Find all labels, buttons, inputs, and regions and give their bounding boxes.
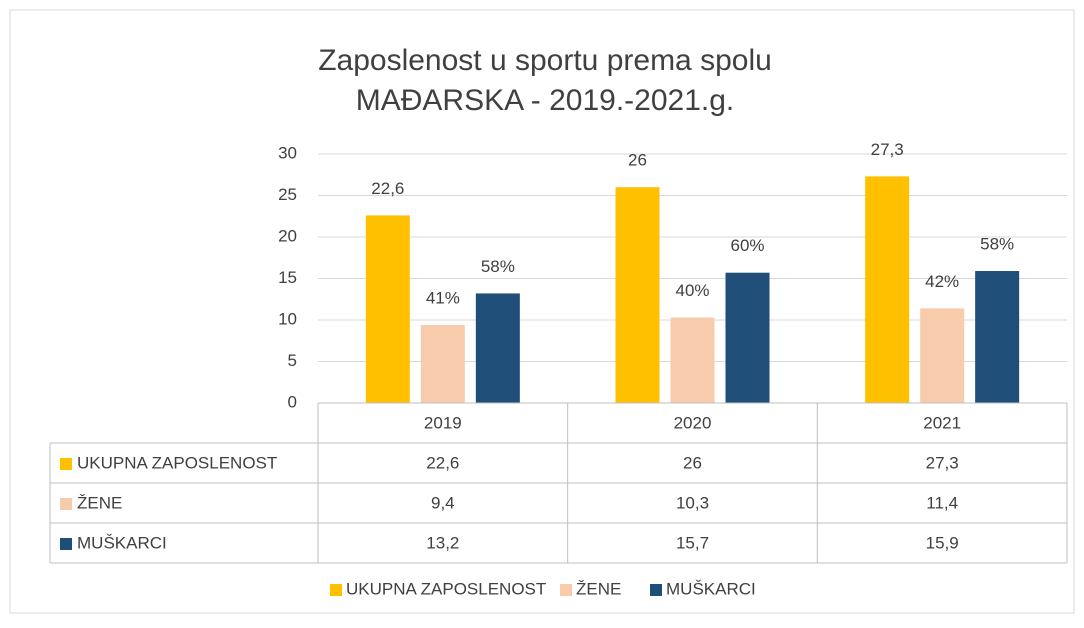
- legend-label: MUŠKARCI: [666, 579, 756, 598]
- table-cell: 11,4: [926, 493, 958, 512]
- data-label: 27,3: [871, 140, 904, 159]
- table-legend-key: [60, 458, 72, 470]
- x-tick-label: 2021: [923, 413, 961, 432]
- data-label: 58%: [481, 257, 515, 276]
- bar: [365, 215, 410, 403]
- bar: [865, 176, 910, 403]
- table-legend-key: [60, 498, 72, 510]
- legend-key: [650, 584, 662, 596]
- table-cell: 13,2: [426, 533, 459, 552]
- legend-key: [330, 584, 342, 596]
- data-label: 22,6: [371, 179, 404, 198]
- table-cell: 15,9: [926, 533, 959, 552]
- x-tick-label: 2020: [674, 413, 712, 432]
- y-tick-label: 25: [278, 185, 297, 204]
- data-label: 40%: [675, 281, 709, 300]
- data-label: 60%: [730, 236, 764, 255]
- data-label: 58%: [980, 235, 1014, 254]
- table-cell: 9,4: [431, 493, 455, 512]
- table-row-label: ŽENE: [77, 493, 122, 512]
- x-tick-label: 2019: [424, 413, 462, 432]
- y-tick-label: 0: [288, 392, 297, 411]
- legend-label: ŽENE: [576, 579, 621, 598]
- y-tick-label: 10: [278, 309, 297, 328]
- data-label: 41%: [426, 288, 460, 307]
- y-tick-label: 30: [278, 143, 297, 162]
- y-tick-label: 15: [278, 268, 297, 287]
- bar: [920, 308, 965, 403]
- legend-label: UKUPNA ZAPOSLENOST: [346, 579, 546, 598]
- table-cell: 27,3: [926, 453, 959, 472]
- data-label: 42%: [925, 272, 959, 291]
- legend-key: [560, 584, 572, 596]
- data-label: 26: [628, 151, 647, 170]
- y-tick-label: 5: [288, 351, 297, 370]
- table-cell: 15,7: [676, 533, 709, 552]
- bar: [475, 293, 520, 403]
- bar: [725, 272, 770, 403]
- chart-subtitle: MAĐARSKA - 2019.-2021.g.: [356, 84, 735, 117]
- table-cell: 26: [683, 453, 702, 472]
- table-row-label: MUŠKARCI: [77, 533, 167, 552]
- bar: [975, 271, 1020, 403]
- table-cell: 22,6: [426, 453, 459, 472]
- bar: [615, 187, 660, 403]
- bar: [420, 324, 465, 403]
- bar: [670, 317, 715, 403]
- chart-title: Zaposlenost u sportu prema spolu: [318, 44, 772, 77]
- table-row-label: UKUPNA ZAPOSLENOST: [77, 453, 277, 472]
- table-cell: 10,3: [676, 493, 709, 512]
- y-tick-label: 20: [278, 226, 297, 245]
- table-legend-key: [60, 538, 72, 550]
